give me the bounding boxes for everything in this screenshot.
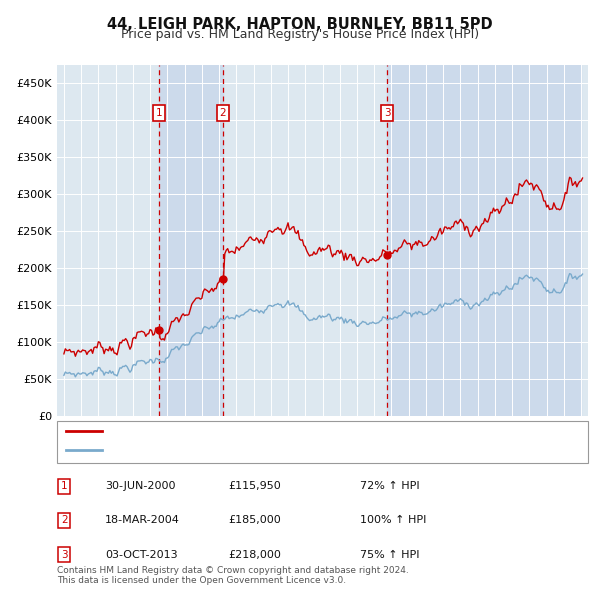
- Text: Price paid vs. HM Land Registry's House Price Index (HPI): Price paid vs. HM Land Registry's House …: [121, 28, 479, 41]
- Text: 03-OCT-2013: 03-OCT-2013: [105, 550, 178, 559]
- Text: 2: 2: [220, 108, 226, 118]
- Text: 18-MAR-2004: 18-MAR-2004: [105, 516, 180, 525]
- Text: HPI: Average price, detached house, Burnley: HPI: Average price, detached house, Burn…: [107, 445, 356, 455]
- Text: 75% ↑ HPI: 75% ↑ HPI: [360, 550, 419, 559]
- Bar: [159, 65, 223, 416]
- Text: 1: 1: [61, 481, 68, 491]
- Text: 3: 3: [384, 108, 391, 118]
- Text: £115,950: £115,950: [228, 481, 281, 491]
- Text: 100% ↑ HPI: 100% ↑ HPI: [360, 516, 427, 525]
- Bar: [387, 65, 581, 416]
- Text: 2: 2: [61, 516, 68, 525]
- Text: £185,000: £185,000: [228, 516, 281, 525]
- Text: 44, LEIGH PARK, HAPTON, BURNLEY, BB11 5PD: 44, LEIGH PARK, HAPTON, BURNLEY, BB11 5P…: [107, 17, 493, 31]
- Text: £218,000: £218,000: [228, 550, 281, 559]
- Text: Contains HM Land Registry data © Crown copyright and database right 2024.
This d: Contains HM Land Registry data © Crown c…: [57, 566, 409, 585]
- Text: 44, LEIGH PARK, HAPTON, BURNLEY, BB11 5PD (detached house): 44, LEIGH PARK, HAPTON, BURNLEY, BB11 5P…: [107, 427, 470, 436]
- Text: 3: 3: [61, 550, 68, 559]
- Text: 1: 1: [155, 108, 162, 118]
- Text: 72% ↑ HPI: 72% ↑ HPI: [360, 481, 419, 491]
- Text: 30-JUN-2000: 30-JUN-2000: [105, 481, 176, 491]
